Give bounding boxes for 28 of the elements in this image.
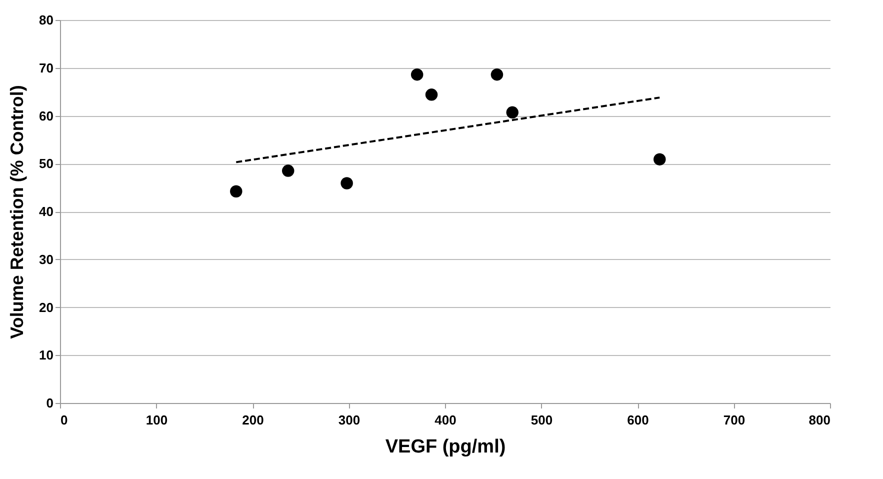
y-tick-label: 0 [46,396,54,410]
x-tick-label: 300 [338,412,360,428]
y-tick-label: 80 [39,12,54,28]
point [410,68,424,81]
y-axis-title: Volume Retention (% Control) [7,85,28,339]
x-tick-label: 600 [627,412,649,428]
x-tick-label: 100 [146,412,168,428]
y-tick-label: 30 [39,252,54,267]
point [282,164,294,177]
point [340,177,353,190]
x-tick-label: 0 [60,412,68,428]
y-tick-label: 70 [39,60,54,76]
x-tick-label: 200 [242,412,264,428]
point [506,106,518,119]
y-tick-label: 10 [39,348,54,363]
point [425,88,438,101]
point [490,68,504,81]
x-tick-label: 700 [723,412,746,428]
x-axis-title: VEGF (pg/ml) [385,436,506,458]
point [654,153,666,166]
y-tick-label: 20 [39,300,54,315]
x-tick-label: 500 [530,412,553,428]
y-tick-label: 50 [39,156,54,172]
x-tick-label: 400 [434,412,456,428]
y-tick-label: 60 [39,108,54,124]
y-tick-label: 40 [39,204,54,219]
point [230,185,242,198]
x-tick-label: 800 [808,412,830,428]
